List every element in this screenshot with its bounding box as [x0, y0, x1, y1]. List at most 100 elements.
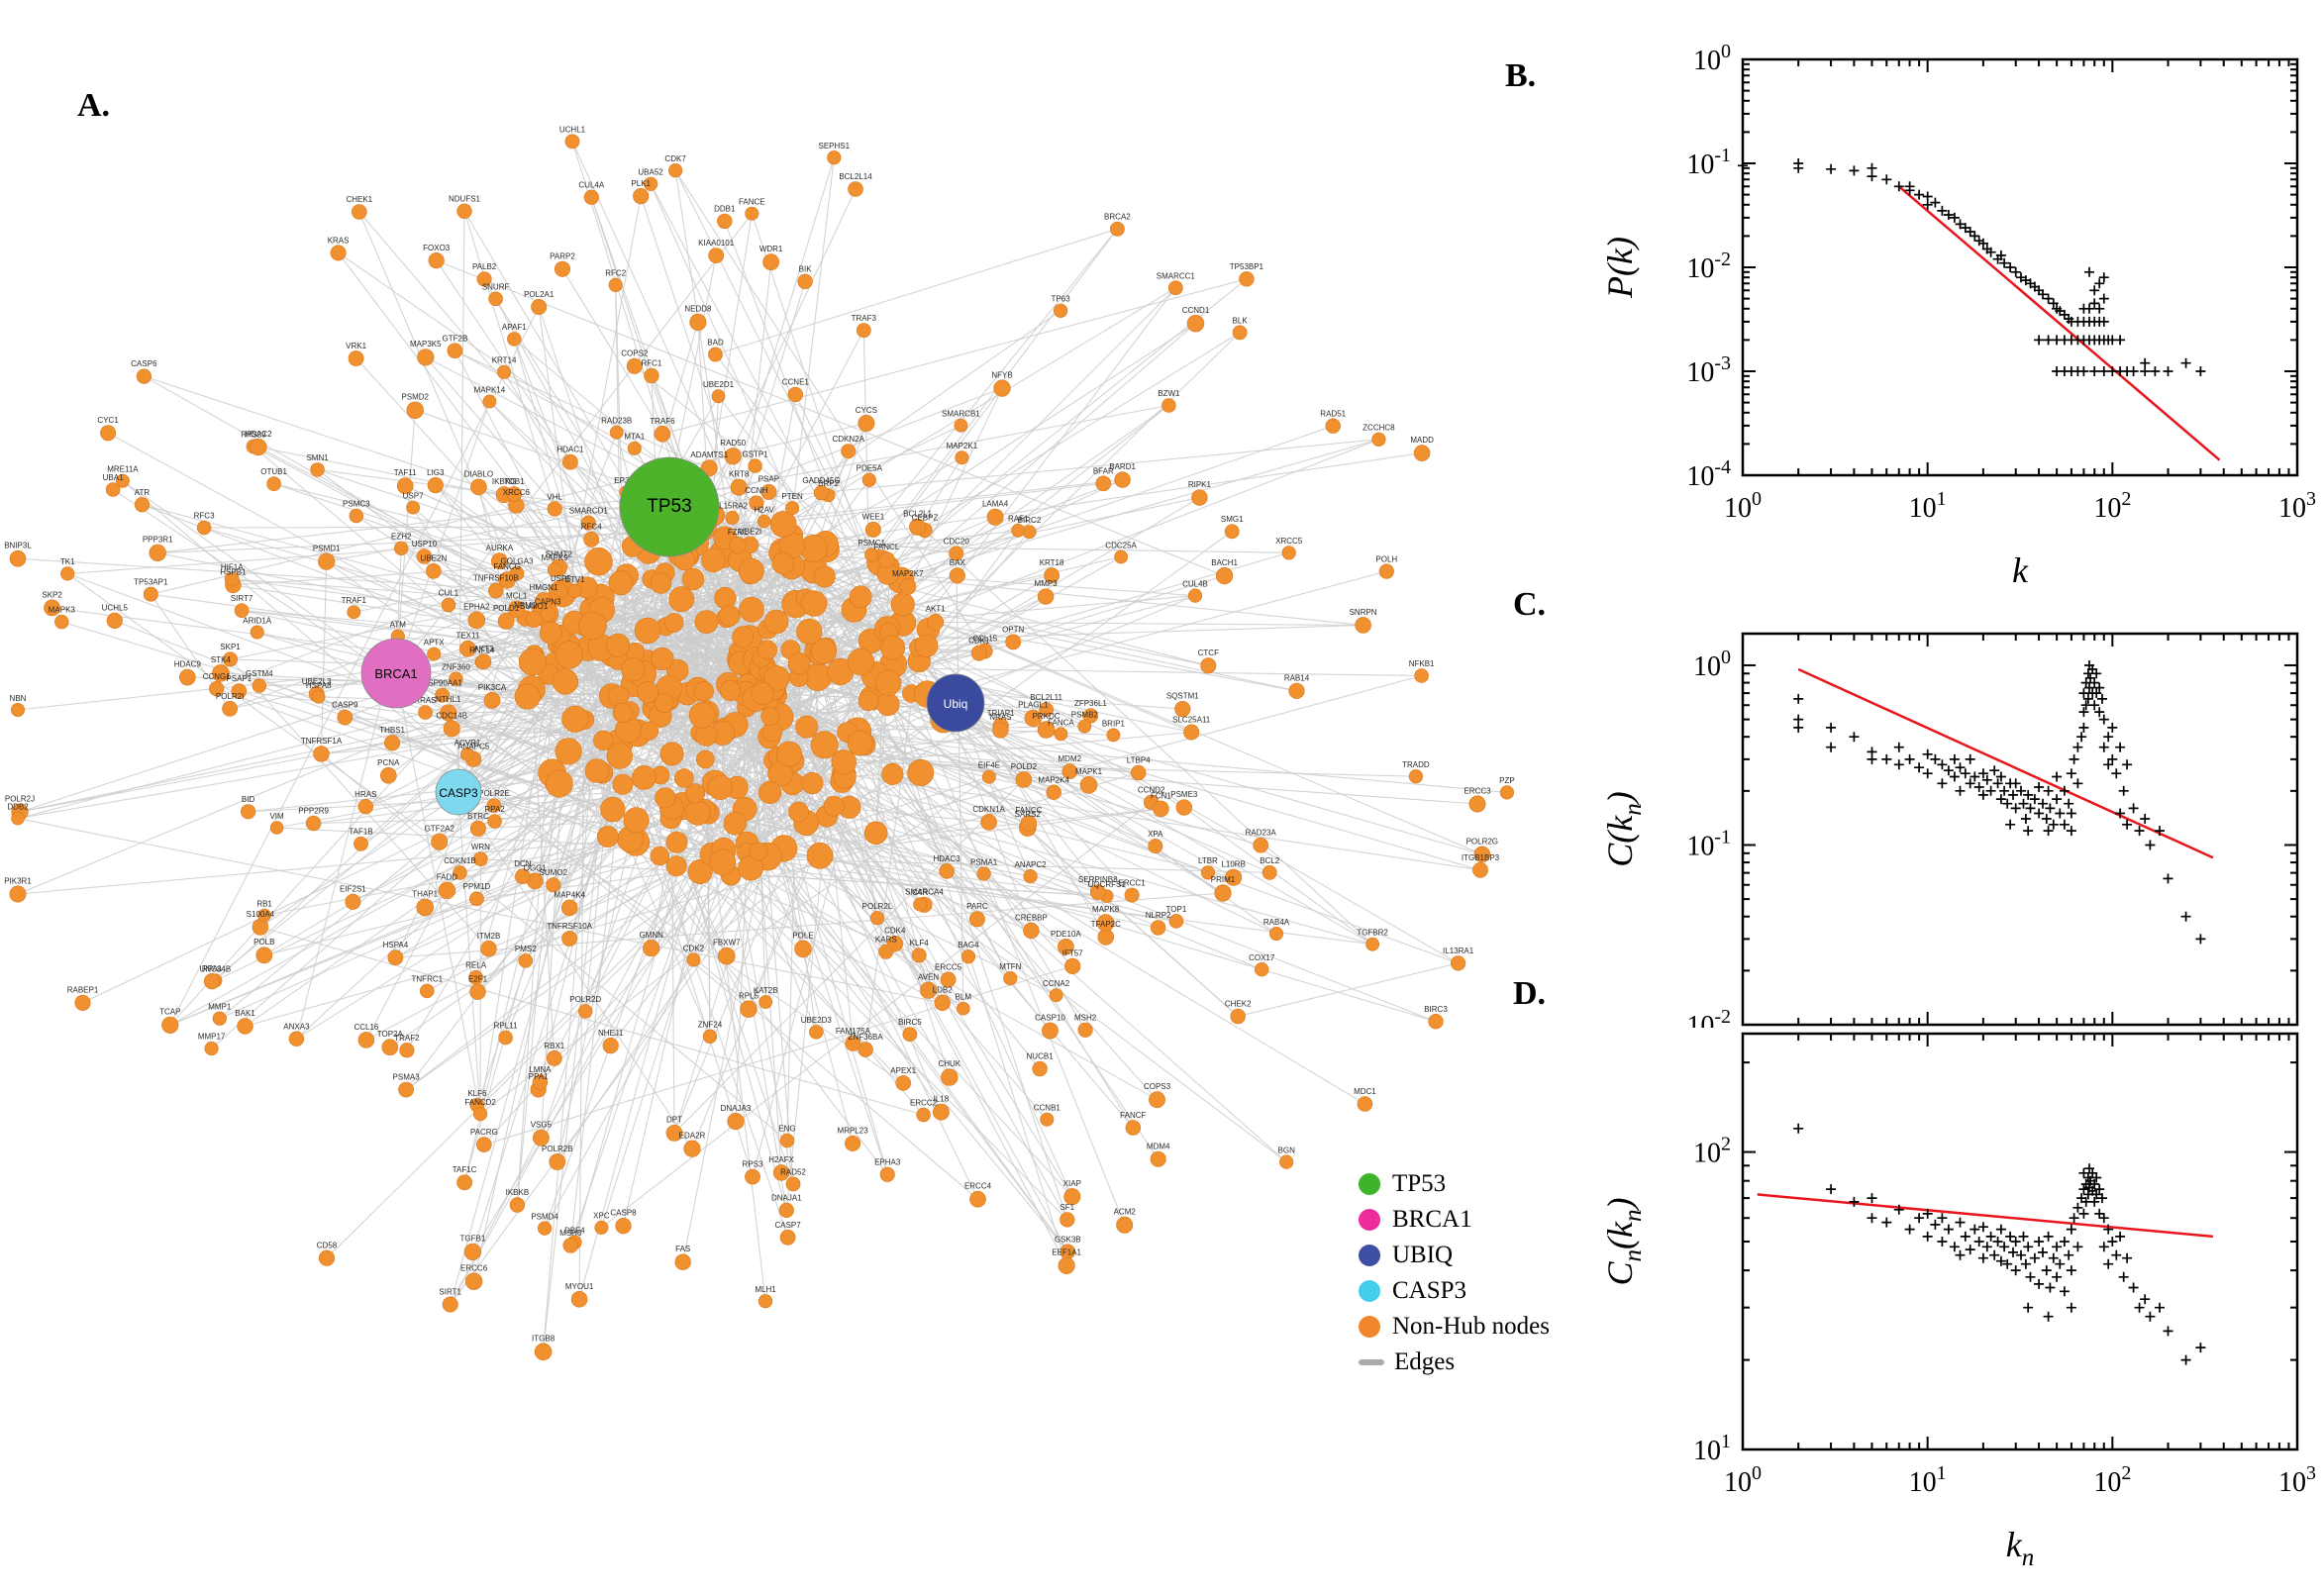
network-node — [1079, 776, 1098, 794]
network-node-label: MYOU1 — [565, 1282, 594, 1291]
network-node-label: DIABLO — [464, 469, 493, 478]
network-node — [644, 367, 659, 384]
network-node-label: PSMC3 — [343, 500, 370, 509]
legend-label: CASP3 — [1392, 1277, 1467, 1304]
network-node — [890, 592, 915, 617]
network-node-label: COPS2 — [621, 349, 649, 358]
network-node-label: WDR1 — [759, 245, 783, 253]
axis-tick-label: 103 — [2278, 1462, 2316, 1498]
network-node — [1254, 961, 1269, 977]
network-node-label: ERCC4 — [964, 1182, 992, 1191]
network-node-label: XIAP — [1063, 1179, 1081, 1188]
network-node — [567, 583, 582, 598]
network-node-label: TOB1 — [504, 477, 525, 486]
network-node-label: UBE2L3 — [302, 677, 332, 686]
network-node — [968, 911, 985, 928]
network-node — [552, 668, 578, 695]
network-node-label: BID — [242, 795, 255, 804]
network-node-label: RAD23A — [1246, 829, 1277, 838]
network-node — [1077, 1022, 1093, 1038]
network-node-label: OGG1 — [524, 863, 548, 872]
network-node — [632, 765, 656, 790]
network-node — [1003, 970, 1018, 986]
plot-B: 100 101 102 103 10-4 10-3 10-2 10-1 100 P(k) k — [1600, 41, 2316, 590]
network-node — [916, 1107, 931, 1123]
network-node — [1214, 884, 1232, 902]
network-node-label: ANAPC5 — [457, 742, 490, 750]
network-node-label: SARS2 — [1015, 810, 1042, 819]
network-node-label: RAD23B — [601, 417, 632, 426]
network-node — [223, 651, 239, 667]
network-node-label: PRKDC — [1033, 712, 1060, 721]
network-node — [406, 500, 420, 515]
edge-line-icon — [1359, 1359, 1384, 1365]
network-node — [497, 364, 512, 379]
network-node-label: MRE11A — [107, 465, 139, 474]
network-node-label: BCL2L14 — [839, 172, 872, 181]
network-node — [717, 213, 733, 230]
network-node-label: MRPL23 — [838, 1127, 869, 1136]
network-node-label: NPM1 — [514, 601, 537, 610]
network-node — [498, 1030, 513, 1046]
network-node — [956, 1001, 970, 1016]
network-node-label: CUL1 — [439, 589, 459, 598]
network-node-label: FOXO3 — [423, 244, 451, 252]
network-node — [1005, 634, 1022, 650]
legend-item-edges: Edges — [1359, 1345, 1586, 1380]
network-node — [914, 634, 939, 658]
network-node — [509, 1197, 526, 1213]
network-node — [237, 1018, 253, 1035]
network-node — [650, 572, 672, 594]
network-node-label: FANCE — [739, 198, 765, 207]
network-node — [547, 562, 562, 577]
axis-tick-label: 10-2 — [1686, 249, 1731, 284]
axis-tick-label: 10-3 — [1686, 352, 1731, 388]
network-node-label: ARID1A — [243, 616, 272, 625]
network-node-label: ADAMTS1 — [690, 450, 728, 459]
network-node-label: PARP2 — [550, 252, 575, 261]
hub-node-label: BRCA1 — [374, 666, 417, 681]
legend-label: UBIQ — [1392, 1242, 1454, 1268]
network-node-label: SERPINB8 — [1078, 875, 1118, 884]
network-node — [643, 940, 660, 957]
network-node — [602, 1037, 619, 1054]
network-node — [858, 1042, 873, 1057]
network-node-label: DCN — [514, 859, 532, 868]
network-node — [714, 586, 737, 610]
network-node — [683, 1140, 701, 1157]
network-node-label: IL15RA2 — [717, 502, 749, 511]
network-node — [1239, 271, 1255, 287]
network-node — [1116, 1216, 1134, 1234]
network-node — [1450, 955, 1466, 971]
network-node-label: DNAJA3 — [721, 1104, 752, 1113]
network-node-label: UBE2I — [739, 528, 761, 537]
network-node — [1023, 868, 1038, 884]
network-node — [497, 613, 515, 630]
network-node — [354, 836, 368, 851]
hub-node-ubiq — [926, 673, 985, 733]
network-node-label: MAPK14 — [474, 385, 506, 394]
network-node-label: PDE10A — [1051, 930, 1081, 939]
network-node — [1149, 1091, 1165, 1109]
network-node — [612, 702, 634, 724]
network-node — [1472, 861, 1488, 878]
network-node — [337, 709, 354, 726]
network-node — [257, 908, 271, 923]
network-node — [711, 389, 726, 404]
network-node — [1061, 763, 1078, 780]
axis-tick-labels: 10-2 10-1 100 — [1686, 647, 1731, 1028]
network-node-label: BAG4 — [958, 941, 979, 949]
network-node-label: PSMB2 — [1071, 711, 1099, 720]
axis-tick-label: 100 — [1724, 1462, 1762, 1498]
network-node — [476, 271, 492, 287]
scatter-points — [1738, 158, 2206, 376]
network-node-label: C4R — [912, 888, 928, 897]
network-node-label: SIRT7 — [231, 594, 253, 603]
network-node-label: ITGB8 — [532, 1334, 556, 1343]
network-node-label: CEBPZ — [912, 514, 939, 523]
network-node — [583, 531, 600, 548]
network-node-label: EPHA2 — [463, 602, 490, 611]
network-node — [1224, 524, 1240, 540]
network-node-label: BGN — [1278, 1146, 1296, 1154]
network-node — [596, 826, 619, 848]
